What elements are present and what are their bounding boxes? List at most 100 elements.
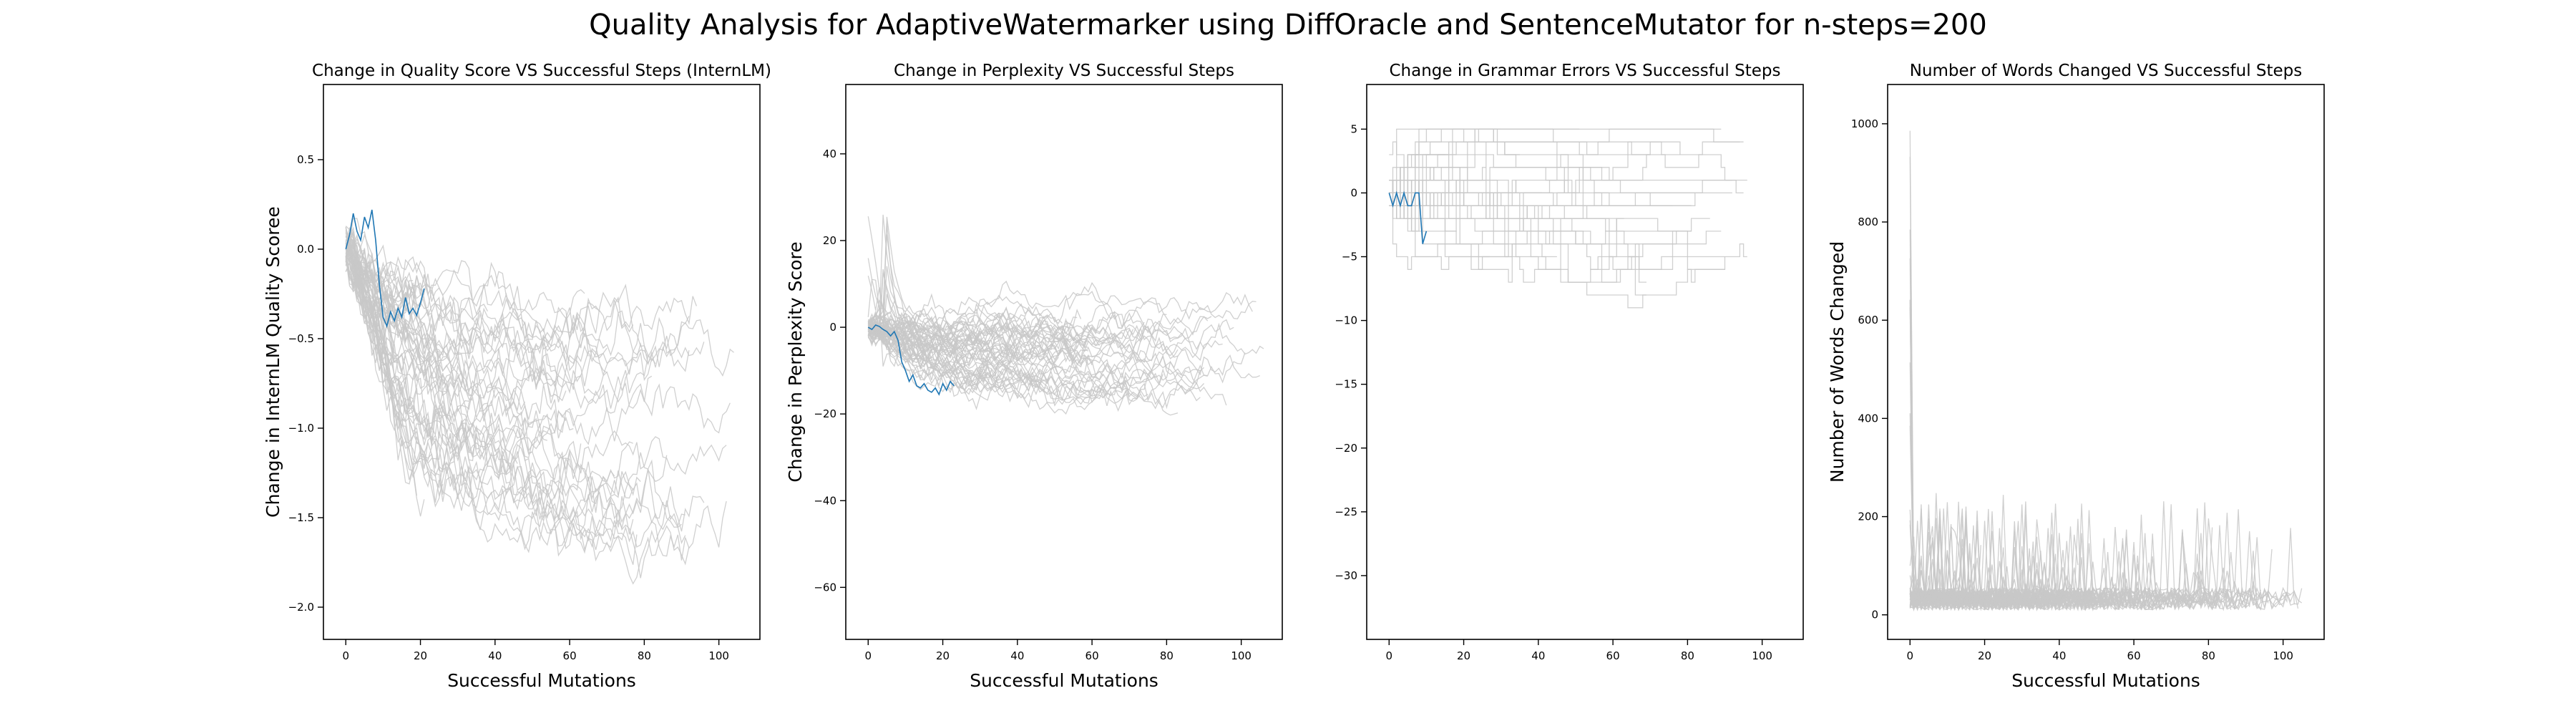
background-series-line (867, 324, 1208, 395)
chart-panel-3: 0 20 40 60 80 100 −30 −25 −20 −15 −10 −5 0 5 Change in… (1335, 62, 1804, 662)
x-tick-label: 80 (1160, 649, 1174, 662)
background-series-line (345, 257, 473, 401)
figure-title: Quality Analysis for AdaptiveWatermarker… (589, 9, 1987, 42)
x-tick-label: 100 (1231, 649, 1252, 662)
y-tick-label: 0 (1871, 609, 1878, 621)
x-tick-label: 20 (1457, 649, 1470, 662)
highlight-series-line (345, 209, 425, 329)
x-tick-label: 20 (936, 649, 950, 662)
background-series-line (867, 321, 1227, 409)
background-series-line (867, 214, 1179, 372)
background-series-line (346, 244, 705, 532)
background-series-line (1909, 299, 2261, 611)
x-tick-label: 80 (638, 649, 651, 662)
background-series-line (346, 243, 444, 497)
background-series-line (867, 281, 1257, 332)
chart-title: Number of Words Changed VS Successful St… (1910, 62, 2303, 80)
y-tick-label: 20 (823, 234, 836, 247)
background-series-line (1389, 128, 1722, 219)
background-series-line (1389, 205, 1722, 283)
x-axis-label: Successful Mutations (970, 670, 1158, 691)
chart-panel-1: 0 20 40 60 80 100 −2.0 −1.5 −1.0 −0.5 0.0 0.5 Change… (263, 62, 771, 691)
background-series-line (1389, 192, 1457, 206)
x-axis-label: Successful Mutations (2011, 670, 2200, 691)
background-series-line (345, 259, 589, 390)
x-tick-label: 60 (563, 649, 577, 662)
background-series-line (345, 249, 608, 402)
y-tick-label: −5 (1342, 251, 1357, 263)
y-tick-label: −1.0 (288, 422, 314, 435)
plot-frame (845, 84, 1283, 640)
y-tick-label: −30 (1335, 569, 1357, 582)
x-tick-label: 20 (1978, 649, 1991, 662)
background-series-line (867, 319, 1089, 359)
background-series-line (345, 259, 634, 521)
background-series-line (1389, 192, 1692, 232)
y-tick-label: −10 (1335, 314, 1357, 327)
background-series-line (1389, 179, 1624, 270)
background-series-line (867, 216, 1059, 374)
background-series-line (867, 300, 1145, 353)
x-tick-label: 80 (2202, 649, 2215, 662)
x-tick-label: 0 (343, 649, 350, 662)
y-tick-label: 1000 (1851, 117, 1878, 130)
x-tick-label: 100 (708, 649, 729, 662)
y-tick-label: 600 (1858, 314, 1878, 326)
x-axis-label: Successful Mutations (447, 670, 636, 691)
y-tick-label: −40 (814, 494, 836, 507)
background-series-line (867, 329, 1048, 384)
background-series-line (1389, 141, 1747, 181)
background-series-line (868, 311, 1141, 356)
background-series-line (345, 236, 698, 335)
x-tick-label: 20 (414, 649, 427, 662)
y-tick-label: 0.5 (297, 153, 314, 166)
x-tick-label: 80 (1681, 649, 1694, 662)
highlight-series-line (867, 324, 955, 396)
x-tick-label: 40 (1531, 649, 1545, 662)
background-series-line (345, 230, 634, 541)
x-tick-label: 60 (1085, 649, 1099, 662)
background-series-line (1909, 528, 2291, 611)
background-series-line (345, 233, 656, 412)
x-tick-label: 60 (1606, 649, 1620, 662)
background-series-line (1389, 141, 1673, 206)
background-series-line (868, 323, 1130, 410)
y-tick-label: −20 (1335, 442, 1357, 455)
background-series-line (346, 249, 641, 521)
y-tick-label: −1.5 (288, 511, 314, 524)
background-series-line (345, 256, 585, 354)
plot-frame (1366, 84, 1804, 640)
background-series-line (868, 328, 1101, 370)
y-tick-label: 0 (1350, 186, 1357, 199)
background-series-line (1909, 508, 1956, 611)
background-series-line (1389, 179, 1557, 270)
background-series-line (867, 324, 1078, 362)
y-tick-label: −0.5 (288, 332, 314, 345)
background-series-line (1389, 141, 1732, 206)
background-series-line (345, 233, 451, 397)
background-series-line (345, 232, 686, 551)
x-tick-label: 100 (1752, 649, 1772, 662)
y-tick-label: −2.0 (288, 601, 314, 614)
background-series-line (867, 303, 1153, 342)
background-series-line (867, 317, 1089, 366)
background-series-line (345, 243, 727, 562)
background-series-line (1909, 586, 2086, 611)
y-axis-label: Number of Words Changed (1827, 241, 1848, 483)
background-series-line (1909, 258, 2217, 611)
background-series-line (867, 311, 1063, 343)
y-tick-label: −15 (1335, 378, 1357, 391)
background-series-line (1909, 425, 2239, 611)
background-series-line (345, 232, 653, 433)
x-tick-label: 40 (2052, 649, 2066, 662)
background-series-line (1389, 167, 1744, 206)
chart-title: Change in Perplexity VS Successful Steps (894, 62, 1234, 80)
y-tick-label: 800 (1858, 216, 1878, 228)
x-tick-label: 40 (1010, 649, 1024, 662)
y-tick-label: 200 (1858, 511, 1878, 523)
background-series-line (345, 235, 731, 445)
y-axis-label: Change in Perplexity Score (785, 241, 806, 482)
y-tick-label: −60 (814, 581, 836, 594)
y-tick-label: 5 (1350, 122, 1357, 135)
